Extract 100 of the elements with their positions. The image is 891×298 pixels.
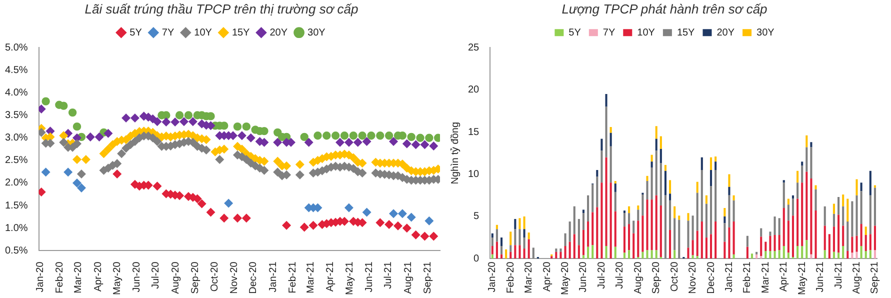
bar [614,211,616,247]
point [300,132,308,142]
x-tick-label: Mar-20 [73,261,84,294]
bar [838,197,840,215]
point [420,140,430,149]
bar [846,251,849,259]
bar [824,250,826,259]
y-tick-label: 3.0% [4,132,28,144]
x-tick-label: Jul-20 [596,261,608,289]
bar [664,195,666,259]
bar [856,236,858,252]
point [38,188,46,196]
point [233,214,242,222]
bar [851,201,854,237]
point [308,221,318,230]
legend-label: 15Y [676,27,696,38]
bar [573,206,576,234]
bar [769,251,772,259]
bar [778,235,780,250]
point [38,104,46,114]
bar [628,224,630,250]
bar [692,216,694,240]
bar [674,206,676,218]
bar [801,166,804,183]
y-tick-label: 1.5% [4,200,28,212]
bar [874,185,876,188]
point [64,168,72,176]
bar [523,238,526,249]
bar [714,162,717,170]
bar [628,213,630,224]
x-tick-label: Dec-20 [248,261,260,294]
point [358,131,366,140]
x-tick-label: Sep-20 [651,261,662,294]
bar [632,233,635,259]
bar [592,212,594,246]
bar [774,235,776,252]
bar [869,170,872,196]
bar [491,233,494,238]
bar [582,213,585,230]
bar [806,135,808,148]
bar [796,246,799,259]
bar [655,150,658,196]
bar [628,250,630,259]
x-tick-label: Aug-21 [851,261,862,294]
bar [650,167,653,200]
bar [664,164,666,171]
x-tick-label: Mar-21 [760,261,772,294]
point [184,111,193,120]
x-tick-label: May-20 [112,261,123,296]
bar [674,218,676,250]
bar [592,245,594,259]
point [42,168,50,176]
bar [828,234,830,259]
point [412,230,420,240]
bar [696,182,698,193]
bar [668,194,672,200]
bar [860,224,862,246]
point [198,199,206,208]
point [362,208,372,217]
x-tick-label: May-21 [796,261,808,296]
legend-label: 30Y [308,27,326,38]
point [206,208,216,217]
bar [632,220,635,234]
bar [646,250,648,259]
bar [500,238,503,246]
bar [555,248,558,252]
bar [714,222,717,259]
bar [523,229,526,238]
bar [605,246,608,259]
bar [724,242,726,259]
bar [696,230,698,256]
bar [806,147,808,172]
bar [650,200,653,250]
legend-label: 7Y [162,27,174,38]
bar [637,205,640,210]
bar [760,236,762,256]
point [367,131,376,140]
x-tick-label: Jun-20 [578,261,590,292]
bar [832,252,835,259]
x-tick-label: Aug-20 [632,261,644,294]
x-tick-label: Jun-20 [132,261,143,292]
point [340,131,349,140]
x-tick-label: Jul-20 [614,261,626,289]
bar [832,214,835,227]
bar [710,234,712,259]
point [242,122,250,131]
x-tick-label: Apr-20 [92,261,104,292]
x-tick-label: Aug-21 [402,261,414,294]
bar [864,226,867,236]
bar [796,170,799,183]
bar [869,234,872,250]
bar [587,246,590,259]
bar [650,162,653,168]
bar [824,226,826,250]
bar [532,248,534,259]
bar [732,254,735,259]
bar [587,195,590,222]
bar [668,230,672,259]
bar [596,176,598,208]
bar [756,254,758,259]
